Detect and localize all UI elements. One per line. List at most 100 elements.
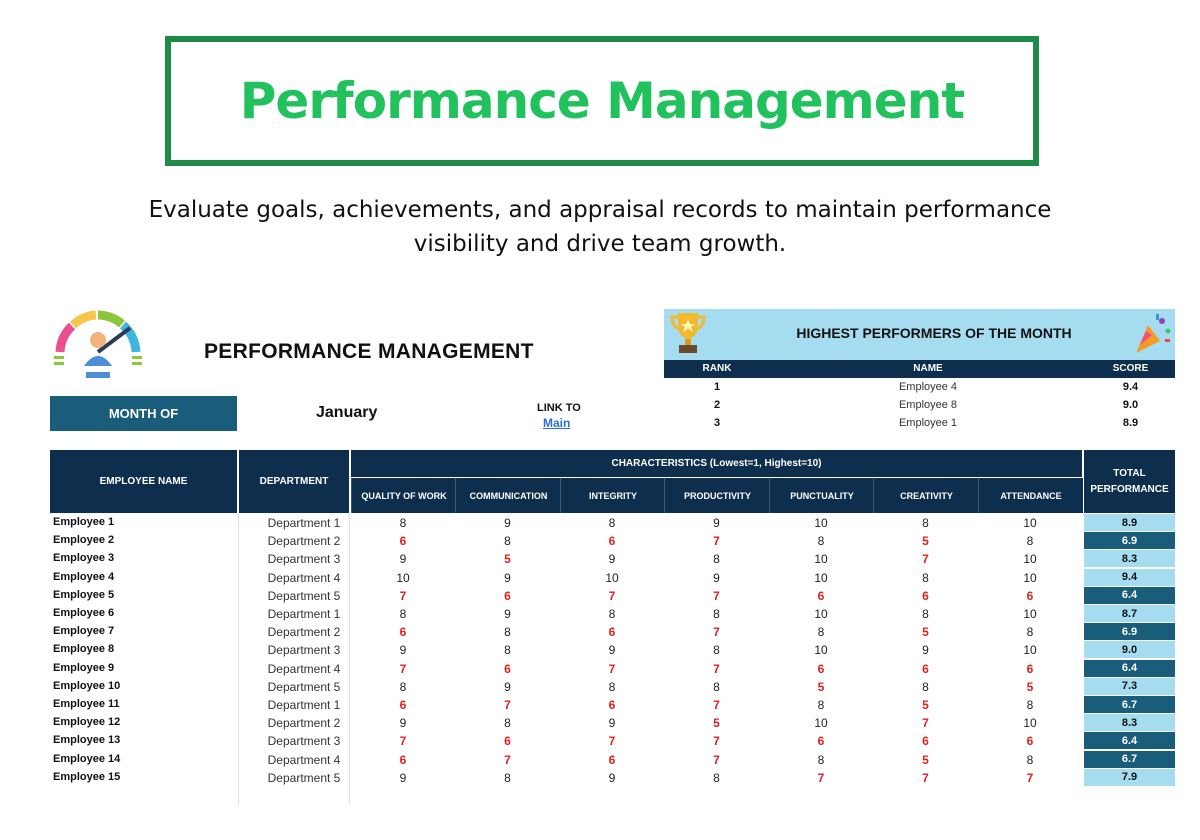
score-cell[interactable]: 6 bbox=[922, 661, 929, 676]
score-cell[interactable]: 8 bbox=[922, 570, 929, 585]
score-cell[interactable]: 10 bbox=[814, 607, 828, 621]
score-cell[interactable]: 6 bbox=[608, 752, 616, 767]
score-cell[interactable]: 9 bbox=[504, 516, 511, 530]
score-cell[interactable]: 8 bbox=[399, 679, 407, 694]
score-cell[interactable]: 6 bbox=[399, 625, 407, 640]
month-value[interactable]: January bbox=[316, 404, 378, 421]
score-cell[interactable]: 9 bbox=[608, 552, 616, 567]
score-cell[interactable]: 7 bbox=[817, 770, 825, 785]
score-cell[interactable]: 8 bbox=[608, 679, 616, 694]
score-cell[interactable]: 6 bbox=[1026, 588, 1034, 603]
score-cell[interactable]: 6 bbox=[504, 661, 511, 676]
score-cell[interactable]: 9 bbox=[504, 679, 511, 694]
score-cell[interactable]: 8 bbox=[713, 552, 720, 567]
score-cell[interactable]: 8 bbox=[817, 752, 825, 767]
score-cell[interactable]: 7 bbox=[713, 588, 720, 603]
score-cell[interactable]: 8 bbox=[399, 516, 407, 530]
score-cell[interactable]: 9 bbox=[399, 552, 407, 567]
score-cell[interactable]: 7 bbox=[713, 661, 720, 676]
score-cell[interactable]: 8 bbox=[1026, 534, 1034, 549]
score-cell[interactable]: 8 bbox=[922, 679, 929, 694]
score-cell[interactable]: 9 bbox=[504, 607, 511, 621]
score-cell[interactable]: 6 bbox=[817, 734, 825, 749]
score-cell[interactable]: 8 bbox=[1026, 698, 1034, 712]
score-cell[interactable]: 10 bbox=[396, 570, 410, 585]
score-cell[interactable]: 10 bbox=[814, 716, 828, 731]
score-cell[interactable]: 8 bbox=[922, 516, 929, 530]
score-cell[interactable]: 6 bbox=[399, 752, 407, 767]
score-cell[interactable]: 10 bbox=[605, 570, 619, 585]
score-cell[interactable]: 9 bbox=[713, 570, 720, 585]
score-cell[interactable]: 7 bbox=[399, 661, 407, 676]
score-cell[interactable]: 8 bbox=[1026, 625, 1034, 640]
score-cell[interactable]: 7 bbox=[504, 698, 511, 712]
score-cell[interactable]: 5 bbox=[504, 552, 511, 567]
score-cell[interactable]: 7 bbox=[608, 661, 616, 676]
score-cell[interactable]: 9 bbox=[399, 716, 407, 731]
score-cell[interactable]: 8 bbox=[504, 534, 511, 549]
score-cell[interactable]: 8 bbox=[608, 607, 616, 621]
score-cell[interactable]: 6 bbox=[399, 698, 407, 712]
score-cell[interactable]: 8 bbox=[1026, 752, 1034, 767]
score-cell[interactable]: 7 bbox=[713, 752, 720, 767]
score-cell[interactable]: 5 bbox=[817, 679, 825, 694]
score-cell[interactable]: 8 bbox=[922, 607, 929, 621]
score-cell[interactable]: 8 bbox=[713, 643, 720, 658]
score-cell[interactable]: 6 bbox=[1026, 734, 1034, 749]
score-cell[interactable]: 7 bbox=[1026, 770, 1034, 785]
score-cell[interactable]: 10 bbox=[1023, 570, 1037, 585]
score-cell[interactable]: 7 bbox=[922, 552, 929, 567]
main-link[interactable]: Main bbox=[543, 416, 571, 430]
score-cell[interactable]: 10 bbox=[1023, 716, 1037, 731]
score-cell[interactable]: 7 bbox=[922, 770, 929, 785]
score-cell[interactable]: 7 bbox=[399, 734, 407, 749]
score-cell[interactable]: 9 bbox=[922, 643, 929, 658]
score-cell[interactable]: 6 bbox=[922, 588, 929, 603]
score-cell[interactable]: 9 bbox=[399, 643, 407, 658]
score-cell[interactable]: 6 bbox=[504, 734, 511, 749]
score-cell[interactable]: 6 bbox=[608, 534, 616, 549]
score-cell[interactable]: 8 bbox=[504, 625, 511, 640]
score-cell[interactable]: 7 bbox=[713, 734, 720, 749]
score-cell[interactable]: 6 bbox=[817, 661, 825, 676]
score-cell[interactable]: 8 bbox=[504, 716, 511, 731]
score-cell[interactable]: 6 bbox=[399, 534, 407, 549]
score-cell[interactable]: 10 bbox=[1023, 552, 1037, 567]
score-cell[interactable]: 9 bbox=[504, 570, 511, 585]
score-cell[interactable]: 9 bbox=[608, 770, 616, 785]
score-cell[interactable]: 10 bbox=[814, 570, 828, 585]
score-cell[interactable]: 9 bbox=[713, 516, 720, 530]
score-cell[interactable]: 10 bbox=[1023, 607, 1037, 621]
score-cell[interactable]: 9 bbox=[608, 643, 616, 658]
score-cell[interactable]: 8 bbox=[713, 679, 720, 694]
score-cell[interactable]: 10 bbox=[1023, 643, 1037, 658]
score-cell[interactable]: 7 bbox=[608, 734, 616, 749]
score-cell[interactable]: 6 bbox=[817, 588, 825, 603]
score-cell[interactable]: 7 bbox=[713, 625, 720, 640]
score-cell[interactable]: 6 bbox=[922, 734, 929, 749]
score-cell[interactable]: 7 bbox=[608, 588, 616, 603]
score-cell[interactable]: 8 bbox=[817, 625, 825, 640]
score-cell[interactable]: 10 bbox=[814, 516, 828, 530]
score-cell[interactable]: 6 bbox=[504, 588, 511, 603]
score-cell[interactable]: 6 bbox=[608, 625, 616, 640]
score-cell[interactable]: 8 bbox=[817, 534, 825, 549]
score-cell[interactable]: 10 bbox=[814, 552, 828, 567]
score-cell[interactable]: 8 bbox=[504, 770, 511, 785]
score-cell[interactable]: 7 bbox=[504, 752, 511, 767]
score-cell[interactable]: 5 bbox=[713, 716, 720, 731]
score-cell[interactable]: 5 bbox=[1026, 679, 1034, 694]
score-cell[interactable]: 7 bbox=[713, 698, 720, 712]
score-cell[interactable]: 10 bbox=[1023, 516, 1037, 530]
score-cell[interactable]: 8 bbox=[399, 607, 407, 621]
score-cell[interactable]: 7 bbox=[922, 716, 929, 731]
score-cell[interactable]: 8 bbox=[713, 607, 720, 621]
score-cell[interactable]: 8 bbox=[817, 698, 825, 712]
score-cell[interactable]: 9 bbox=[608, 716, 616, 731]
score-cell[interactable]: 10 bbox=[814, 643, 828, 658]
score-cell[interactable]: 8 bbox=[713, 770, 720, 785]
score-cell[interactable]: 5 bbox=[922, 534, 929, 549]
score-cell[interactable]: 7 bbox=[399, 588, 407, 603]
score-cell[interactable]: 8 bbox=[608, 516, 616, 530]
score-cell[interactable]: 6 bbox=[608, 698, 616, 712]
